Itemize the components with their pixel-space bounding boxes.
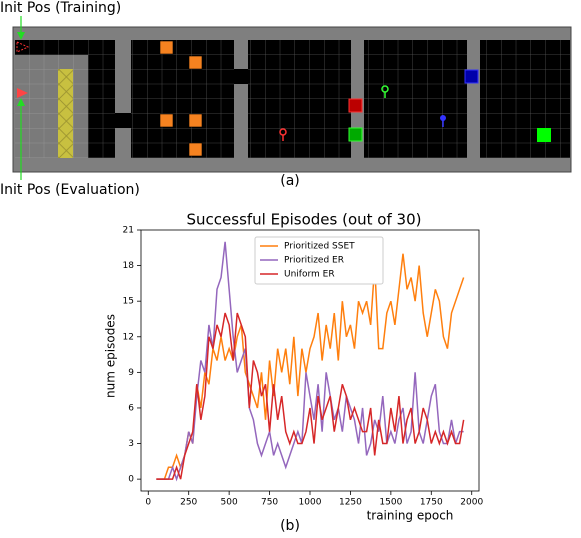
legend-label: Prioritized SSET <box>284 242 355 252</box>
y-tick-label: 6 <box>128 403 134 413</box>
chart-title: Successful Episodes (out of 30) <box>187 211 422 229</box>
series-line <box>156 312 465 480</box>
y-tick-label: 9 <box>128 368 134 378</box>
legend-label: Uniform ER <box>284 270 335 280</box>
y-tick-label: 12 <box>123 332 134 342</box>
x-tick-label: 1500 <box>379 498 402 508</box>
x-tick-label: 1000 <box>299 498 322 508</box>
x-tick-label: 2000 <box>460 498 483 508</box>
x-tick-label: 1750 <box>420 498 443 508</box>
x-tick-label: 0 <box>145 498 151 508</box>
x-axis-label: training epoch <box>367 509 454 523</box>
y-tick-label: 3 <box>128 439 134 449</box>
legend-box <box>254 236 384 285</box>
label-training: Init Pos (Training) <box>0 0 121 16</box>
x-tick-label: 1250 <box>339 498 362 508</box>
y-tick-label: 15 <box>123 297 134 307</box>
y-axis-label: num episodes <box>104 314 118 398</box>
y-tick-label: 21 <box>123 226 134 236</box>
x-tick-label: 750 <box>261 498 278 508</box>
gridworld <box>12 16 572 180</box>
y-tick-label: 18 <box>123 261 135 271</box>
series-line <box>156 253 465 480</box>
series-line <box>156 241 464 482</box>
label-evaluation: Init Pos (Evaluation) <box>0 182 140 198</box>
x-tick-label: 250 <box>180 498 197 508</box>
y-tick-label: 0 <box>128 475 134 485</box>
x-tick-label: 500 <box>221 498 238 508</box>
caption-b: (b) <box>280 518 300 534</box>
caption-a: (a) <box>280 173 300 189</box>
legend-label: Prioritized ER <box>284 256 344 266</box>
